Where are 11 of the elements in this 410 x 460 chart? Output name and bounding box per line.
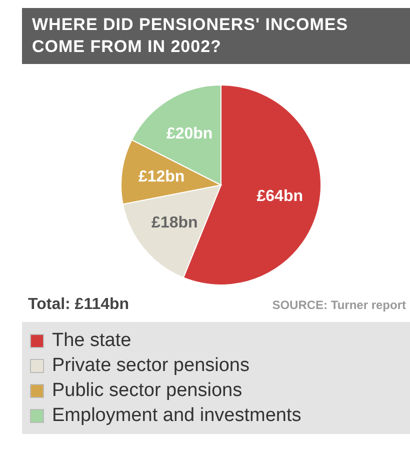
source-note: SOURCE: Turner report <box>272 298 406 312</box>
data-label: £12bn <box>138 168 185 186</box>
text: Total: £114bn <box>28 296 130 314</box>
data-label: £64bn <box>256 188 304 206</box>
legend-label: Private sector pensions <box>52 354 250 378</box>
chart-title: WHERE DID PENSIONERS' INCOMES COME FROM IN 2002? <box>22 8 410 64</box>
data-label: £20bn <box>166 125 213 142</box>
legend-label: Public sector pensions <box>52 379 242 403</box>
data-label: £18bn <box>152 214 198 232</box>
legend-label: The state <box>52 329 132 353</box>
legend-label: Employment and investments <box>52 404 302 428</box>
